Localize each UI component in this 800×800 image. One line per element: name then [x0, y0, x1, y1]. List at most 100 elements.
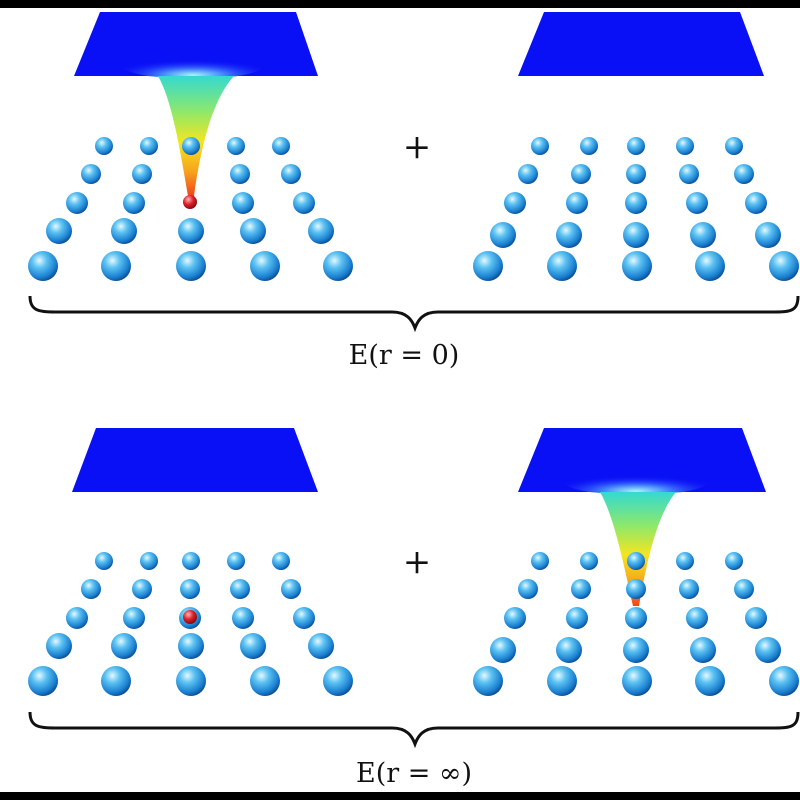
surface-atom: [504, 607, 526, 629]
surface-atom: [323, 251, 353, 281]
surface-atom: [308, 218, 334, 244]
surface-atom: [227, 552, 245, 570]
panel-top-left: [28, 12, 353, 281]
surface-atom: [123, 607, 145, 629]
surface-atom: [755, 637, 781, 663]
operator-plus-bottom: +: [403, 542, 432, 582]
surface-atom: [627, 552, 645, 570]
atom-lattice: [28, 137, 353, 281]
potential-surface: [518, 12, 764, 76]
equation-label-bottom: E(r = ∞): [356, 758, 472, 789]
surface-atom: [180, 579, 200, 599]
surface-atom: [182, 137, 200, 155]
operator-plus-top: +: [403, 127, 432, 167]
surface-atom: [281, 579, 301, 599]
surface-atom: [625, 607, 647, 629]
surface-atom: [490, 637, 516, 663]
adatom: [183, 610, 197, 624]
surface-atom: [580, 552, 598, 570]
panel-top-right: [473, 12, 799, 281]
surface-atom: [725, 137, 743, 155]
surface-atom: [623, 637, 649, 663]
surface-atom: [623, 222, 649, 248]
surface-atom: [676, 137, 694, 155]
atom-lattice: [28, 552, 353, 696]
surface-atom: [293, 607, 315, 629]
equation-label-top: E(r = 0): [349, 340, 460, 371]
surface-atom: [240, 633, 266, 659]
surface-atom: [686, 192, 708, 214]
surface-atom: [531, 552, 549, 570]
adatom: [183, 195, 197, 209]
surface-atom: [250, 251, 280, 281]
potential-well-glow: [123, 53, 263, 79]
surface-atom: [679, 579, 699, 599]
surface-atom: [734, 164, 754, 184]
surface-atom: [518, 579, 538, 599]
surface-atom: [178, 633, 204, 659]
surface-atom: [232, 192, 254, 214]
surface-atom: [690, 222, 716, 248]
surface-atom: [625, 192, 647, 214]
surface-atom: [101, 251, 131, 281]
surface-atom: [46, 633, 72, 659]
surface-atom: [622, 251, 652, 281]
surface-atom: [95, 137, 113, 155]
surface-atom: [46, 218, 72, 244]
surface-atom: [504, 192, 526, 214]
surface-atom: [132, 579, 152, 599]
surface-atom: [66, 192, 88, 214]
surface-atom: [490, 222, 516, 248]
surface-atom: [227, 137, 245, 155]
surface-atom: [250, 666, 280, 696]
surface-atom: [556, 222, 582, 248]
surface-atom: [518, 164, 538, 184]
surface-atom: [571, 164, 591, 184]
surface-atom: [531, 137, 549, 155]
surface-atom: [755, 222, 781, 248]
surface-atom: [473, 251, 503, 281]
surface-atom: [178, 218, 204, 244]
surface-atom: [81, 579, 101, 599]
surface-atom: [123, 192, 145, 214]
surface-atom: [281, 164, 301, 184]
surface-atom: [580, 137, 598, 155]
surface-atom: [95, 552, 113, 570]
surface-atom: [690, 637, 716, 663]
surface-atom: [232, 607, 254, 629]
surface-atom: [293, 192, 315, 214]
surface-atom: [81, 164, 101, 184]
surface-atom: [695, 666, 725, 696]
surface-atom: [547, 251, 577, 281]
surface-atom: [679, 164, 699, 184]
surface-atom: [28, 251, 58, 281]
surface-atom: [230, 164, 250, 184]
surface-atom: [111, 633, 137, 659]
surface-atom: [547, 666, 577, 696]
surface-atom: [132, 164, 152, 184]
surface-atom: [725, 552, 743, 570]
surface-atom: [626, 164, 646, 184]
surface-atom: [240, 218, 266, 244]
surface-atom: [745, 192, 767, 214]
surface-atom: [176, 666, 206, 696]
surface-atom: [182, 552, 200, 570]
potential-funnel: [600, 492, 676, 606]
surface-atom: [28, 666, 58, 696]
surface-atom: [323, 666, 353, 696]
surface-atom: [686, 607, 708, 629]
surface-atom: [566, 192, 588, 214]
surface-atom: [676, 552, 694, 570]
surface-atom: [272, 552, 290, 570]
atom-lattice: [473, 552, 799, 696]
surface-atom: [473, 666, 503, 696]
brace-bottom: [28, 711, 800, 749]
surface-atom: [769, 666, 799, 696]
potential-surface: [72, 428, 318, 492]
surface-atom: [556, 637, 582, 663]
surface-atom: [622, 666, 652, 696]
frame-bottom-bar: [0, 792, 800, 800]
surface-atom: [140, 552, 158, 570]
surface-atom: [571, 579, 591, 599]
surface-atom: [734, 579, 754, 599]
